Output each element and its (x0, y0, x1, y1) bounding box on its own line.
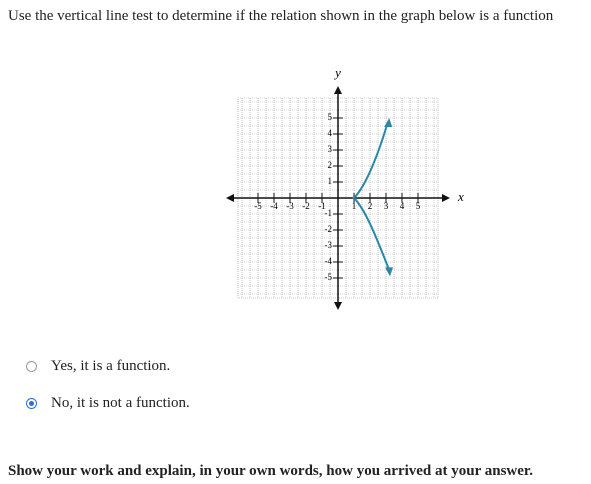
y-tick-label: 3 (328, 144, 333, 154)
x-tick-label: 3 (384, 201, 389, 211)
y-tick-label: 4 (328, 128, 333, 138)
x-tick-label: -2 (302, 201, 310, 211)
y-tick-label: -4 (325, 256, 333, 266)
y-tick-label: 1 (328, 176, 333, 186)
x-tick-label: 2 (368, 201, 373, 211)
curve (353, 197, 391, 271)
question: Use the vertical line test to determine … (8, 8, 554, 24)
graph: x y -5 -4 -3 -2 -1 1 2 3 4 5 5 4 3 2 1 -1 -2 -3 -4 -5 (226, 65, 464, 310)
y-tick-label: 2 (328, 160, 333, 170)
curve (353, 122, 389, 199)
y-axis-label: y (333, 65, 341, 80)
y-tick-label: -2 (325, 224, 333, 234)
prompt: Show your work and explain, in your own … (8, 463, 533, 479)
x-tick-label: -4 (270, 201, 278, 211)
option-label[interactable]: No, it is not a function. (51, 395, 190, 411)
x-tick-label: -5 (254, 201, 262, 211)
y-tick-label: -1 (325, 208, 333, 218)
y-tick-label: -3 (325, 240, 333, 250)
x-tick-label: -1 (318, 201, 326, 211)
option-label[interactable]: Yes, it is a function. (51, 358, 171, 374)
vertex (352, 196, 356, 200)
x-tick-label: -3 (286, 201, 294, 211)
radio-option[interactable]: No, it is not a function. (26, 395, 190, 412)
radio-option[interactable]: Yes, it is a function. (26, 358, 170, 375)
x-tick-label: 1 (352, 201, 357, 211)
y-tick-label: -5 (325, 272, 333, 282)
y-tick-label: 5 (328, 112, 333, 122)
x-axis-label: x (457, 189, 464, 204)
radio-button[interactable] (26, 361, 37, 372)
x-tick-label: 4 (400, 201, 405, 211)
radio-button[interactable] (26, 398, 37, 409)
x-tick-label: 5 (416, 201, 421, 211)
